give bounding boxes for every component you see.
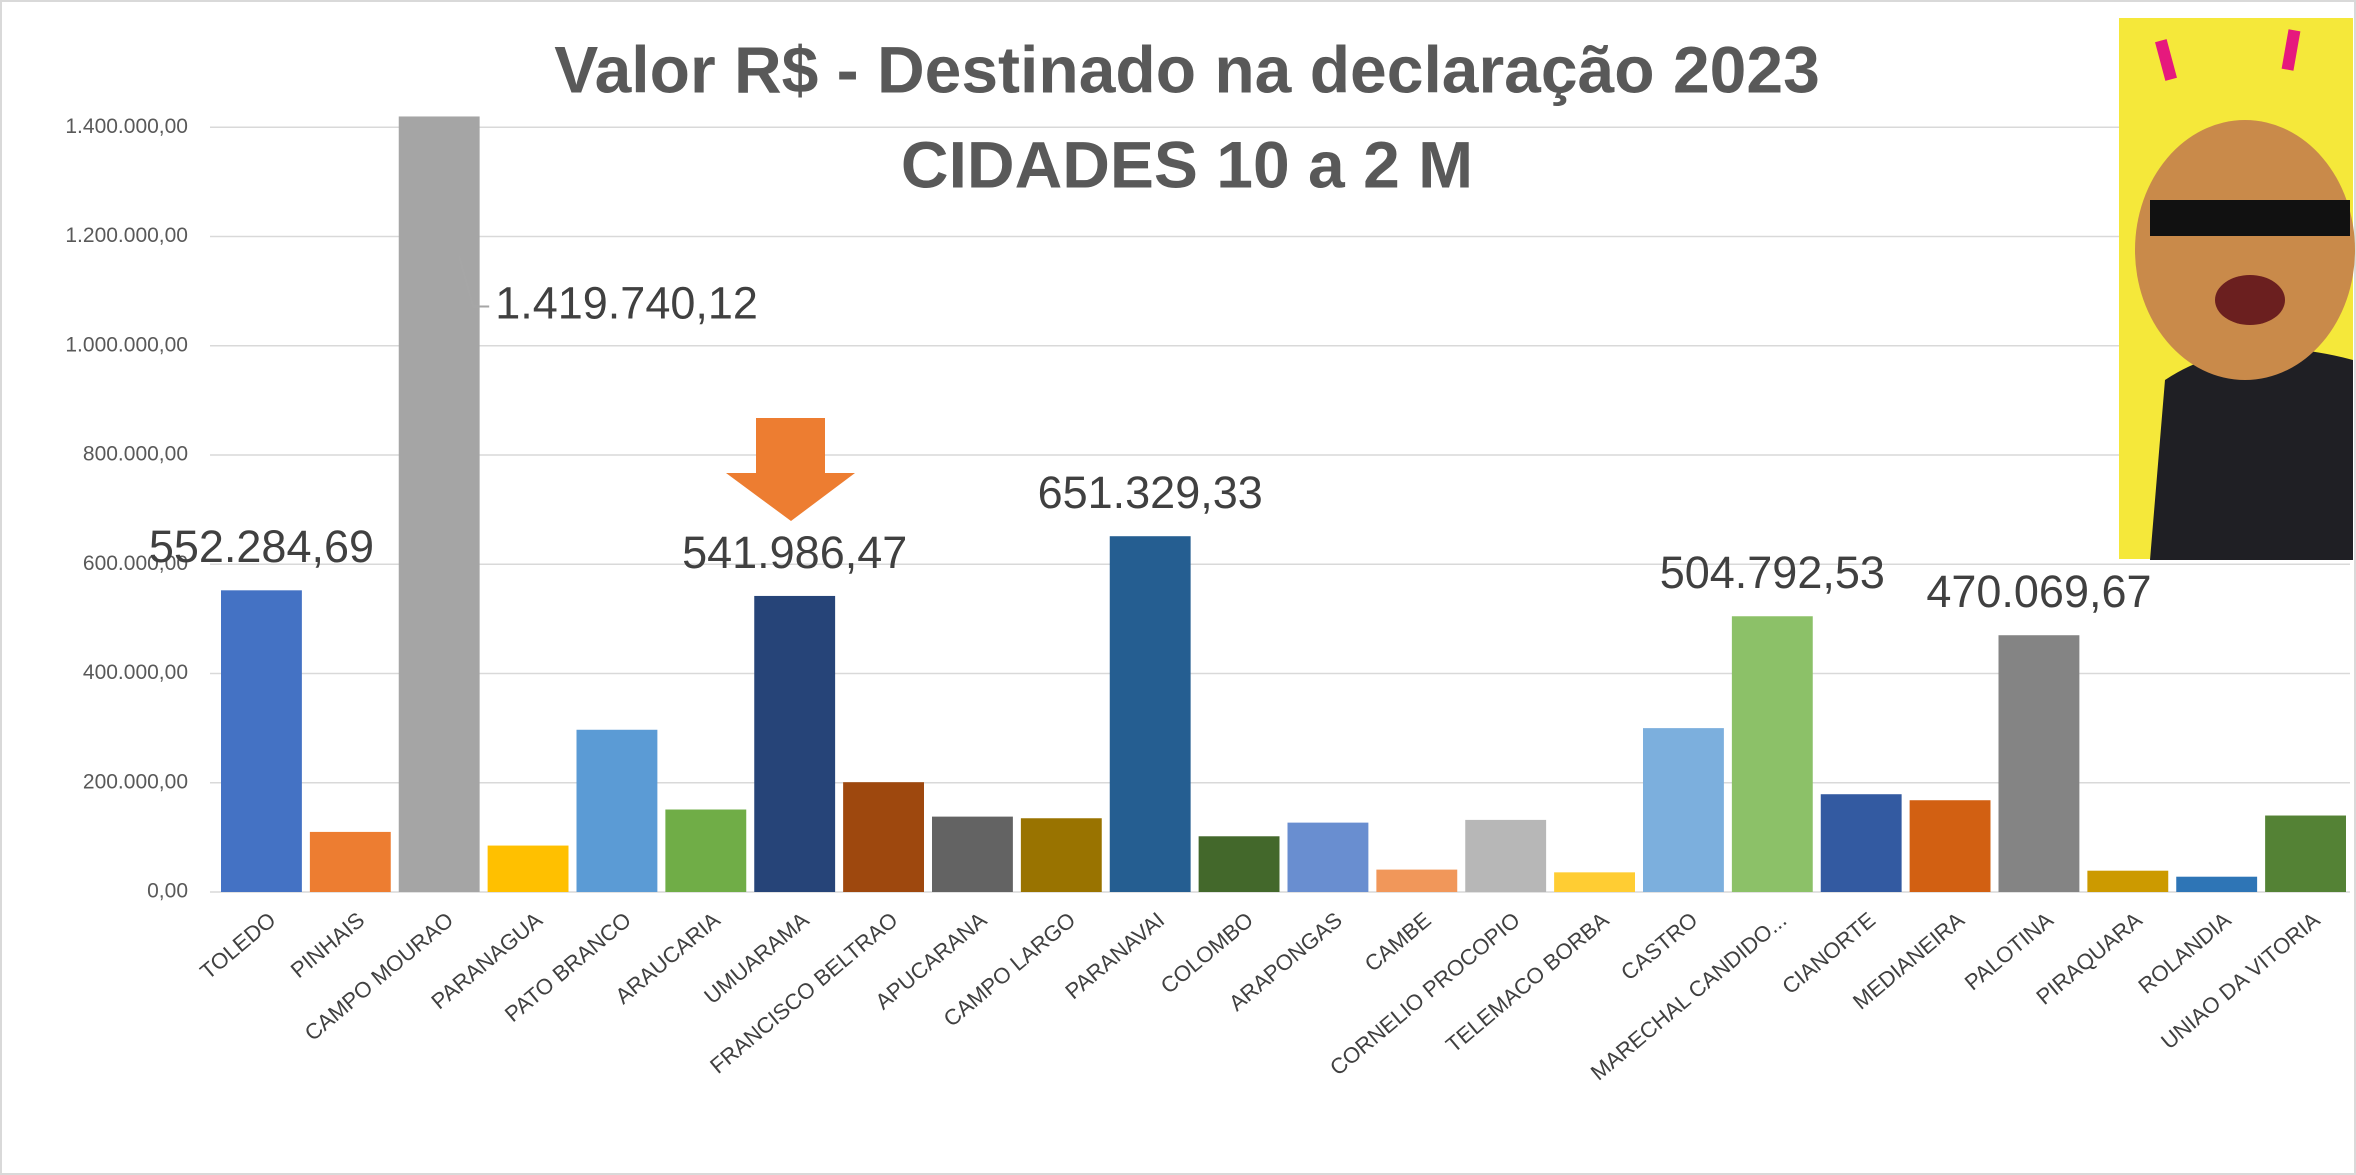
bar: [2265, 815, 2347, 892]
y-tick-label: 1.000.000,00: [65, 333, 188, 356]
y-tick-label: 400.000,00: [83, 661, 188, 684]
bar: [1109, 536, 1191, 892]
y-tick-label: 1.200.000,00: [65, 224, 188, 247]
bar: [843, 782, 925, 892]
bar: [1198, 836, 1280, 892]
chart-subtitle: CIDADES 10 a 2 M: [901, 127, 1473, 201]
y-tick-label: 0,00: [147, 880, 188, 903]
bar: [576, 729, 658, 892]
bar: [1642, 728, 1724, 892]
value-label: 470.069,67: [1926, 566, 2151, 617]
image-decoration: [2281, 29, 2301, 71]
value-label: 651.329,33: [1038, 467, 1263, 518]
image-decoration: [2155, 39, 2177, 81]
value-label: 1.419.740,12: [495, 277, 758, 328]
bar: [220, 590, 302, 892]
leader-line: [458, 256, 490, 308]
bar: [1376, 869, 1458, 892]
bar: [309, 831, 391, 892]
y-tick-label: 600.000,00: [83, 552, 188, 575]
bar: [1820, 794, 1902, 892]
bar: [2176, 876, 2258, 892]
grid: 0,00 200.000,00 400.000,00 600.000,00 800.00…: [65, 115, 2350, 903]
bar: [487, 845, 569, 892]
y-tick-label: 1.400.000,00: [65, 115, 188, 138]
image-head: [2135, 120, 2355, 380]
bar: [665, 809, 747, 892]
image-mouth: [2215, 275, 2285, 325]
bar: [2087, 870, 2169, 892]
value-label: 552.284,69: [149, 521, 374, 572]
bar: [1909, 800, 1991, 892]
bar: [931, 816, 1013, 892]
bar: [754, 595, 836, 892]
bar: [398, 116, 480, 892]
bar: [1020, 818, 1102, 892]
bar: [1287, 822, 1369, 892]
bar: [1998, 635, 2080, 892]
y-tick-label: 800.000,00: [83, 443, 188, 466]
bar: [1554, 872, 1636, 892]
arrow: [726, 418, 855, 521]
value-label: 504.792,53: [1660, 547, 1885, 598]
value-label: 541.986,47: [682, 527, 907, 578]
bar: [1465, 819, 1547, 892]
y-tick-label: 200.000,00: [83, 770, 188, 793]
bar: [1731, 616, 1813, 892]
chart-title: Valor R$ - Destinado na declaração 2023: [554, 32, 1820, 106]
lion-image: [2119, 18, 2355, 560]
arrow-shape: [726, 418, 855, 521]
image-suit: [2150, 348, 2353, 560]
image-glasses: [2150, 200, 2350, 236]
